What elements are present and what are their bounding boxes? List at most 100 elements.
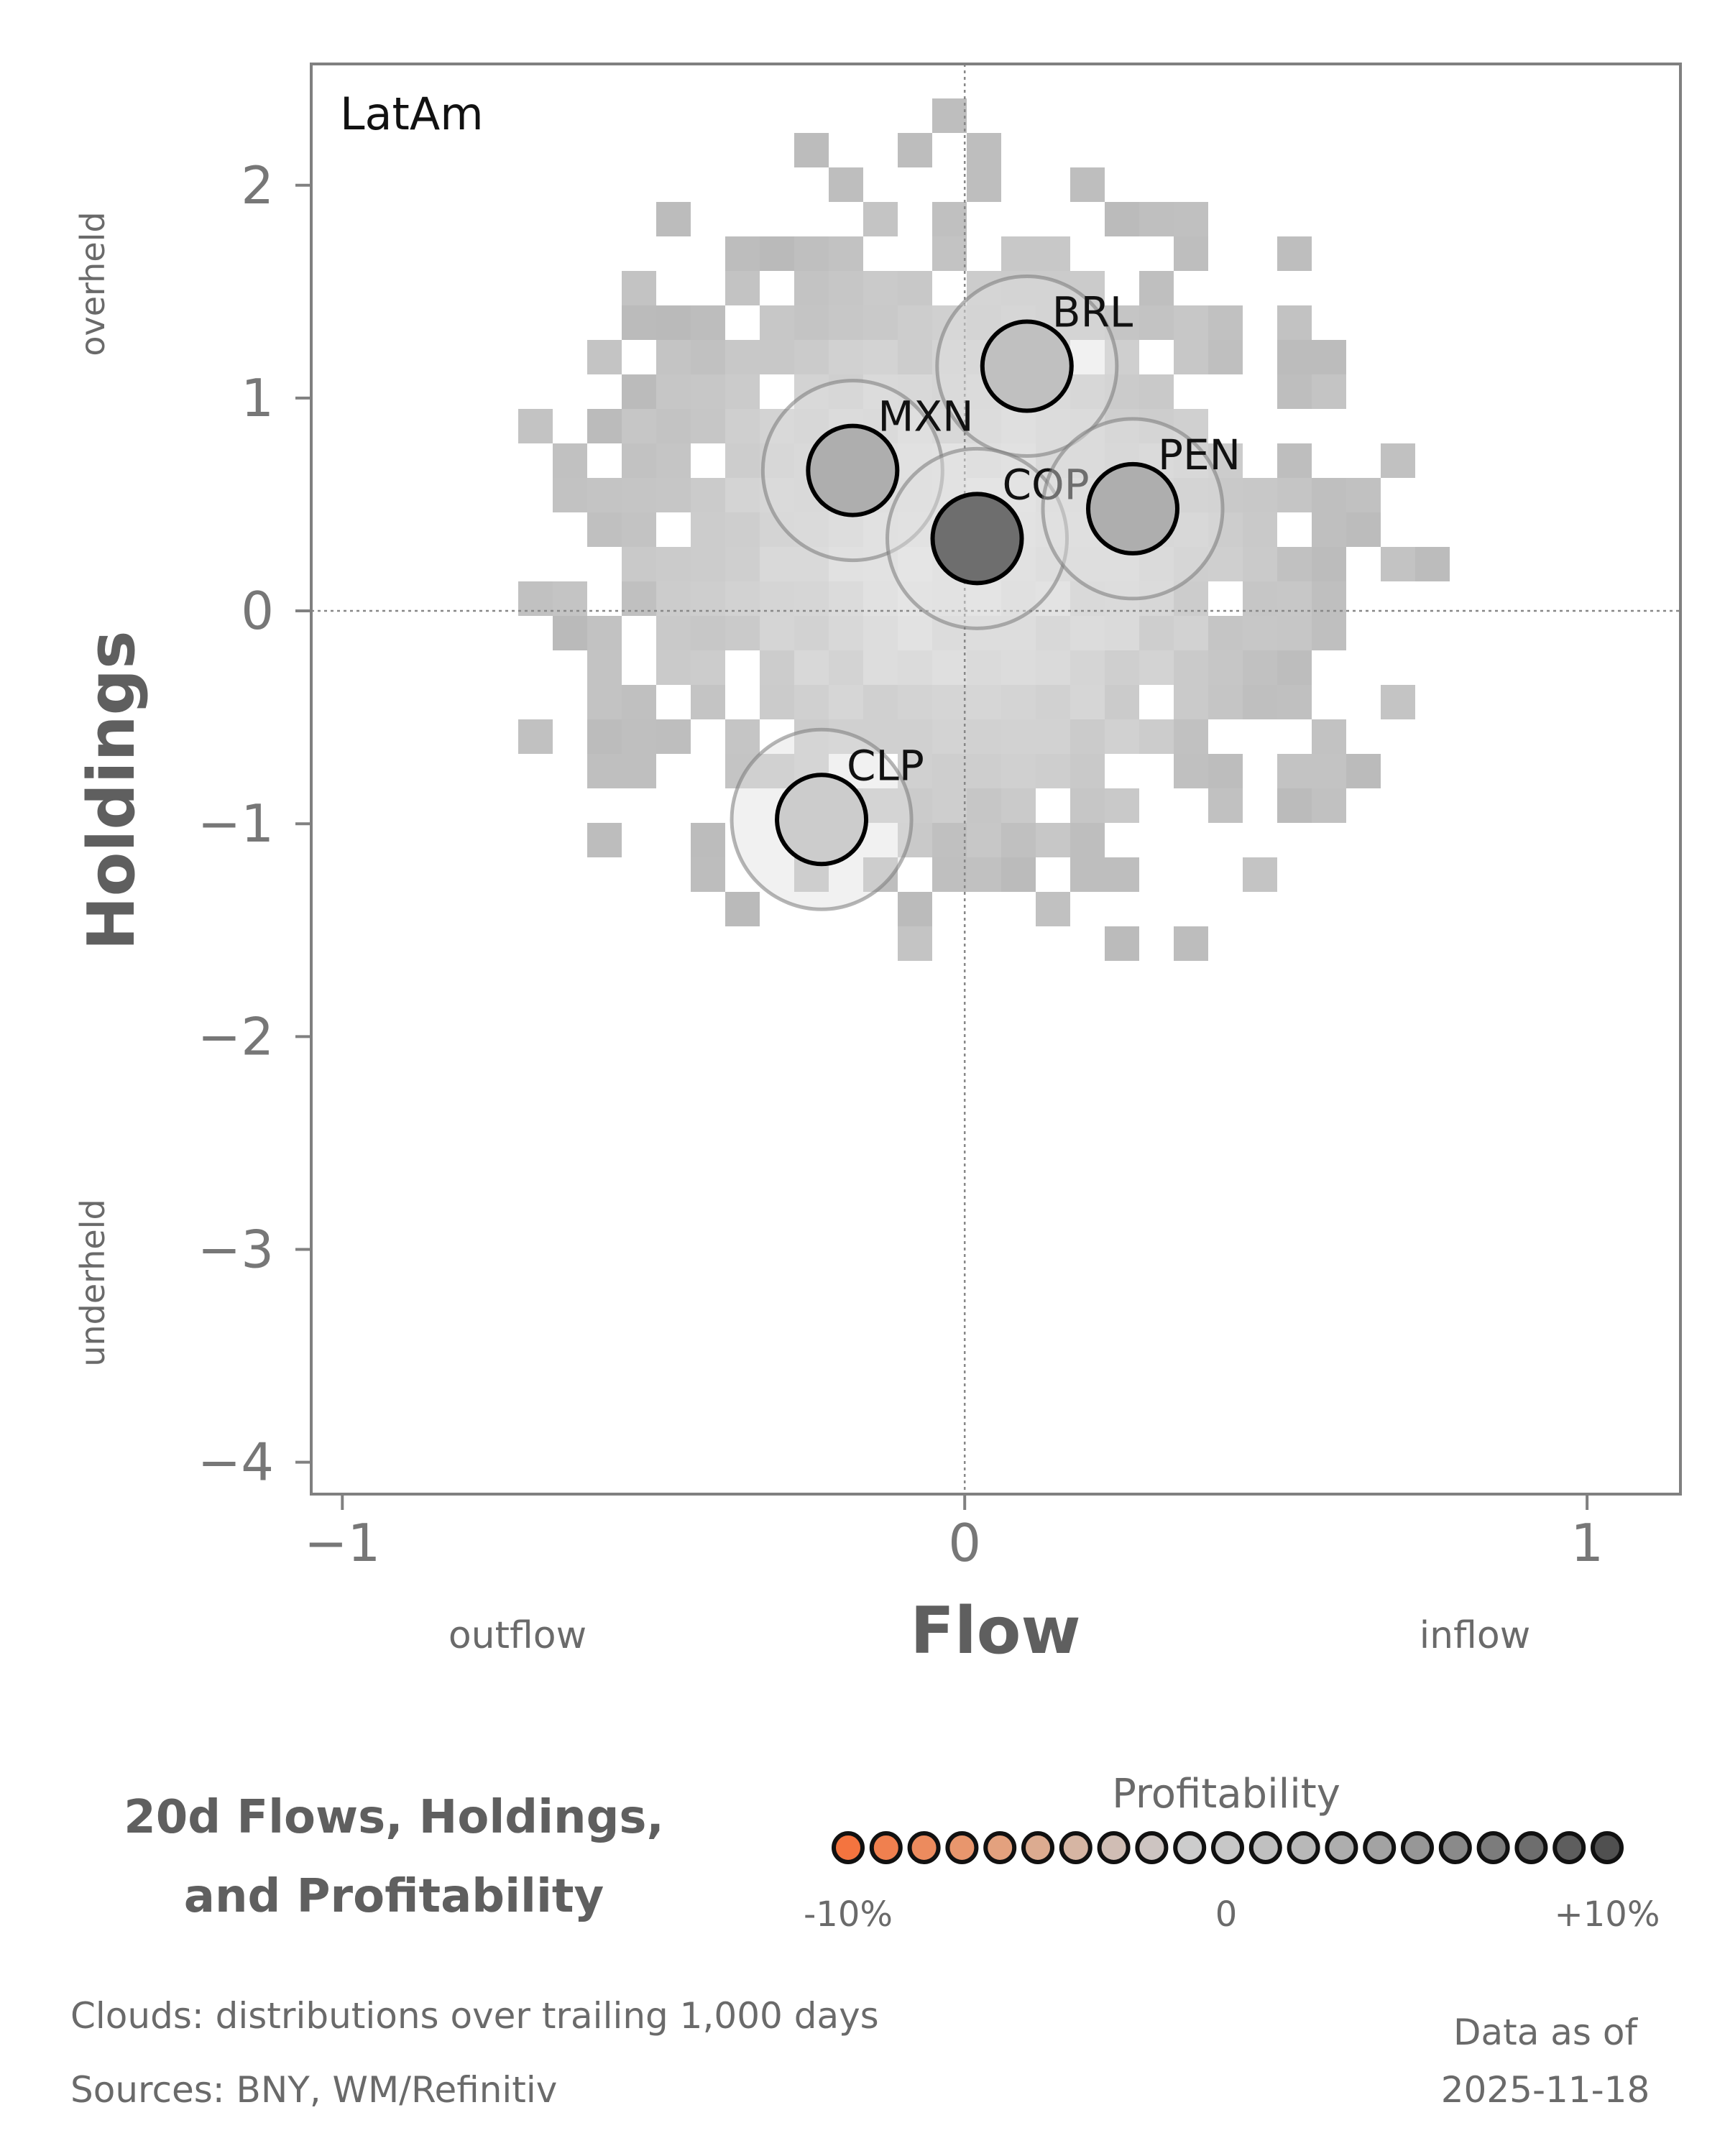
point-label: CLP	[847, 741, 924, 790]
cloud-cell	[622, 271, 656, 305]
cloud-cell	[1036, 236, 1070, 271]
cloud-cell	[622, 409, 656, 443]
cloud-cell	[1105, 788, 1139, 823]
cloud-cell	[898, 685, 932, 719]
x-axis-label: Flow	[910, 1593, 1080, 1669]
footnote-sources: Sources: BNY, WM/Refinitiv	[70, 2069, 557, 2111]
cloud-cell	[1036, 892, 1070, 926]
colorbar-swatch	[1476, 1831, 1510, 1864]
cloud-cell	[1312, 374, 1346, 409]
cloud-cell	[932, 98, 967, 133]
x-side-label-inflow: inflow	[1420, 1614, 1531, 1657]
cloud-cell	[760, 754, 794, 788]
cloud-cell	[656, 340, 691, 374]
cloud-cell	[1346, 478, 1381, 512]
y-tick-label: 0	[241, 581, 274, 641]
cloud-cell	[863, 788, 898, 823]
cloud-cell	[1001, 685, 1036, 719]
cloud-cell	[691, 305, 725, 340]
cloud-cell	[1174, 616, 1208, 650]
cloud-cell	[622, 581, 656, 616]
cloud-cell	[932, 719, 967, 754]
colorbar-max-label: +10%	[1555, 1894, 1660, 1935]
cloud-cell	[725, 374, 760, 409]
cloud-cell	[1070, 754, 1105, 788]
cloud-cell	[1277, 754, 1312, 788]
cloud-cell	[656, 443, 691, 478]
colorbar-swatch	[1552, 1831, 1586, 1864]
colorbar	[832, 1831, 1624, 1864]
cloud-cell	[932, 823, 967, 857]
cloud-cell	[898, 478, 932, 512]
cloud-cell	[691, 340, 725, 374]
point-label: MXN	[878, 392, 973, 441]
cloud-cell	[622, 719, 656, 754]
cloud-cell	[1036, 685, 1070, 719]
cloud-cell	[1312, 340, 1346, 374]
cloud-cell	[656, 547, 691, 581]
cloud-cell	[691, 409, 725, 443]
histogram-cloud	[518, 98, 1450, 961]
cloud-cell	[760, 236, 794, 271]
cloud-cell	[1036, 719, 1070, 754]
colorbar-swatch	[832, 1831, 865, 1864]
colorbar-swatch	[869, 1831, 903, 1864]
x-tick-label: −1	[304, 1513, 380, 1573]
cloud-cell	[760, 340, 794, 374]
colorbar-swatch	[1591, 1831, 1624, 1864]
cloud-cell	[725, 512, 760, 547]
cloud-cell	[760, 547, 794, 581]
cloud-cell	[829, 305, 863, 340]
cloud-cell	[794, 305, 829, 340]
cloud-cell	[622, 443, 656, 478]
cloud-cell	[1312, 616, 1346, 650]
cloud-cell	[1174, 443, 1208, 478]
y-axis-label: Holdings	[74, 630, 150, 950]
cloud-cell	[829, 616, 863, 650]
cloud-cell	[794, 547, 829, 581]
cloud-cell	[1036, 754, 1070, 788]
cloud-cell	[553, 616, 587, 650]
cloud-cell	[1105, 409, 1139, 443]
cloud-cell	[1174, 409, 1208, 443]
cloud-cell	[863, 271, 898, 305]
y-side-label-underheld: underheld	[73, 1199, 112, 1366]
cloud-cell	[1105, 719, 1139, 754]
cloud-cell	[518, 581, 553, 616]
cloud-cell	[1381, 685, 1415, 719]
cloud-cell	[1001, 236, 1036, 271]
cloud-cell	[829, 685, 863, 719]
cloud-cell	[1381, 443, 1415, 478]
cloud-cell	[553, 443, 587, 478]
y-side-label-overheld: overheld	[73, 211, 112, 356]
cloud-cell	[1243, 857, 1277, 892]
cloud-cell	[1243, 685, 1277, 719]
colorbar-swatch	[1059, 1831, 1092, 1864]
cloud-cell	[1174, 236, 1208, 271]
cloud-cell	[1139, 616, 1174, 650]
cloud-cell	[863, 340, 898, 374]
cloud-cell	[898, 133, 932, 167]
cloud-cell	[656, 374, 691, 409]
cloud-cell	[898, 409, 932, 443]
cloud-cell	[1174, 512, 1208, 547]
cloud-cell	[1312, 478, 1346, 512]
cloud-cell	[1036, 616, 1070, 650]
cloud-cell	[1070, 443, 1105, 478]
cloud-cell	[1070, 788, 1105, 823]
cloud-cell	[829, 236, 863, 271]
cloud-cell	[725, 409, 760, 443]
cloud-cell	[967, 788, 1001, 823]
cloud-cell	[725, 892, 760, 926]
cloud-cell	[932, 685, 967, 719]
cloud-cell	[1139, 719, 1174, 754]
colorbar-swatch	[1248, 1831, 1282, 1864]
colorbar-mid-label: 0	[1215, 1894, 1238, 1935]
cloud-cell	[1208, 340, 1243, 374]
cloud-cell	[691, 616, 725, 650]
cloud-cell	[760, 616, 794, 650]
point-label: BRL	[1052, 288, 1133, 337]
cloud-cell	[587, 512, 622, 547]
cloud-cell	[622, 512, 656, 547]
cloud-cell	[863, 512, 898, 547]
